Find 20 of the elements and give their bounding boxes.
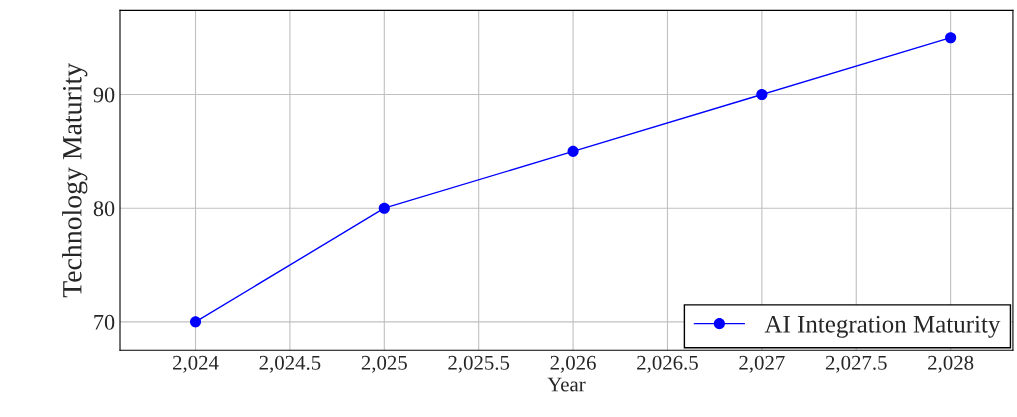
x-tick-label: 2,025.5 (448, 355, 510, 373)
point (756, 88, 768, 101)
x-tick-label: 2,026 (550, 355, 596, 373)
point (378, 202, 390, 214)
y-tick-label: 80 (93, 201, 115, 217)
point (945, 32, 957, 44)
x-tick-label: 2,027.5 (825, 355, 887, 373)
y-tick-label: 70 (94, 314, 115, 330)
x-tick-label: 2,024.5 (259, 355, 321, 373)
legend-label: AI Integration Maturity (764, 315, 1001, 338)
x-tick-label: 2,025 (361, 355, 407, 373)
point (567, 145, 579, 157)
x-tick-label: 2,027 (739, 355, 785, 373)
x-axis-title: Year (547, 377, 586, 392)
x-tick-label: 2,028 (928, 355, 974, 373)
x-tick-label: 2,026.5 (637, 355, 698, 373)
x-tick-label: 2,024 (172, 355, 219, 373)
point (189, 316, 202, 328)
y-axis-title: Technology Maturity (62, 63, 88, 298)
y-tick-label: 90 (93, 87, 115, 103)
